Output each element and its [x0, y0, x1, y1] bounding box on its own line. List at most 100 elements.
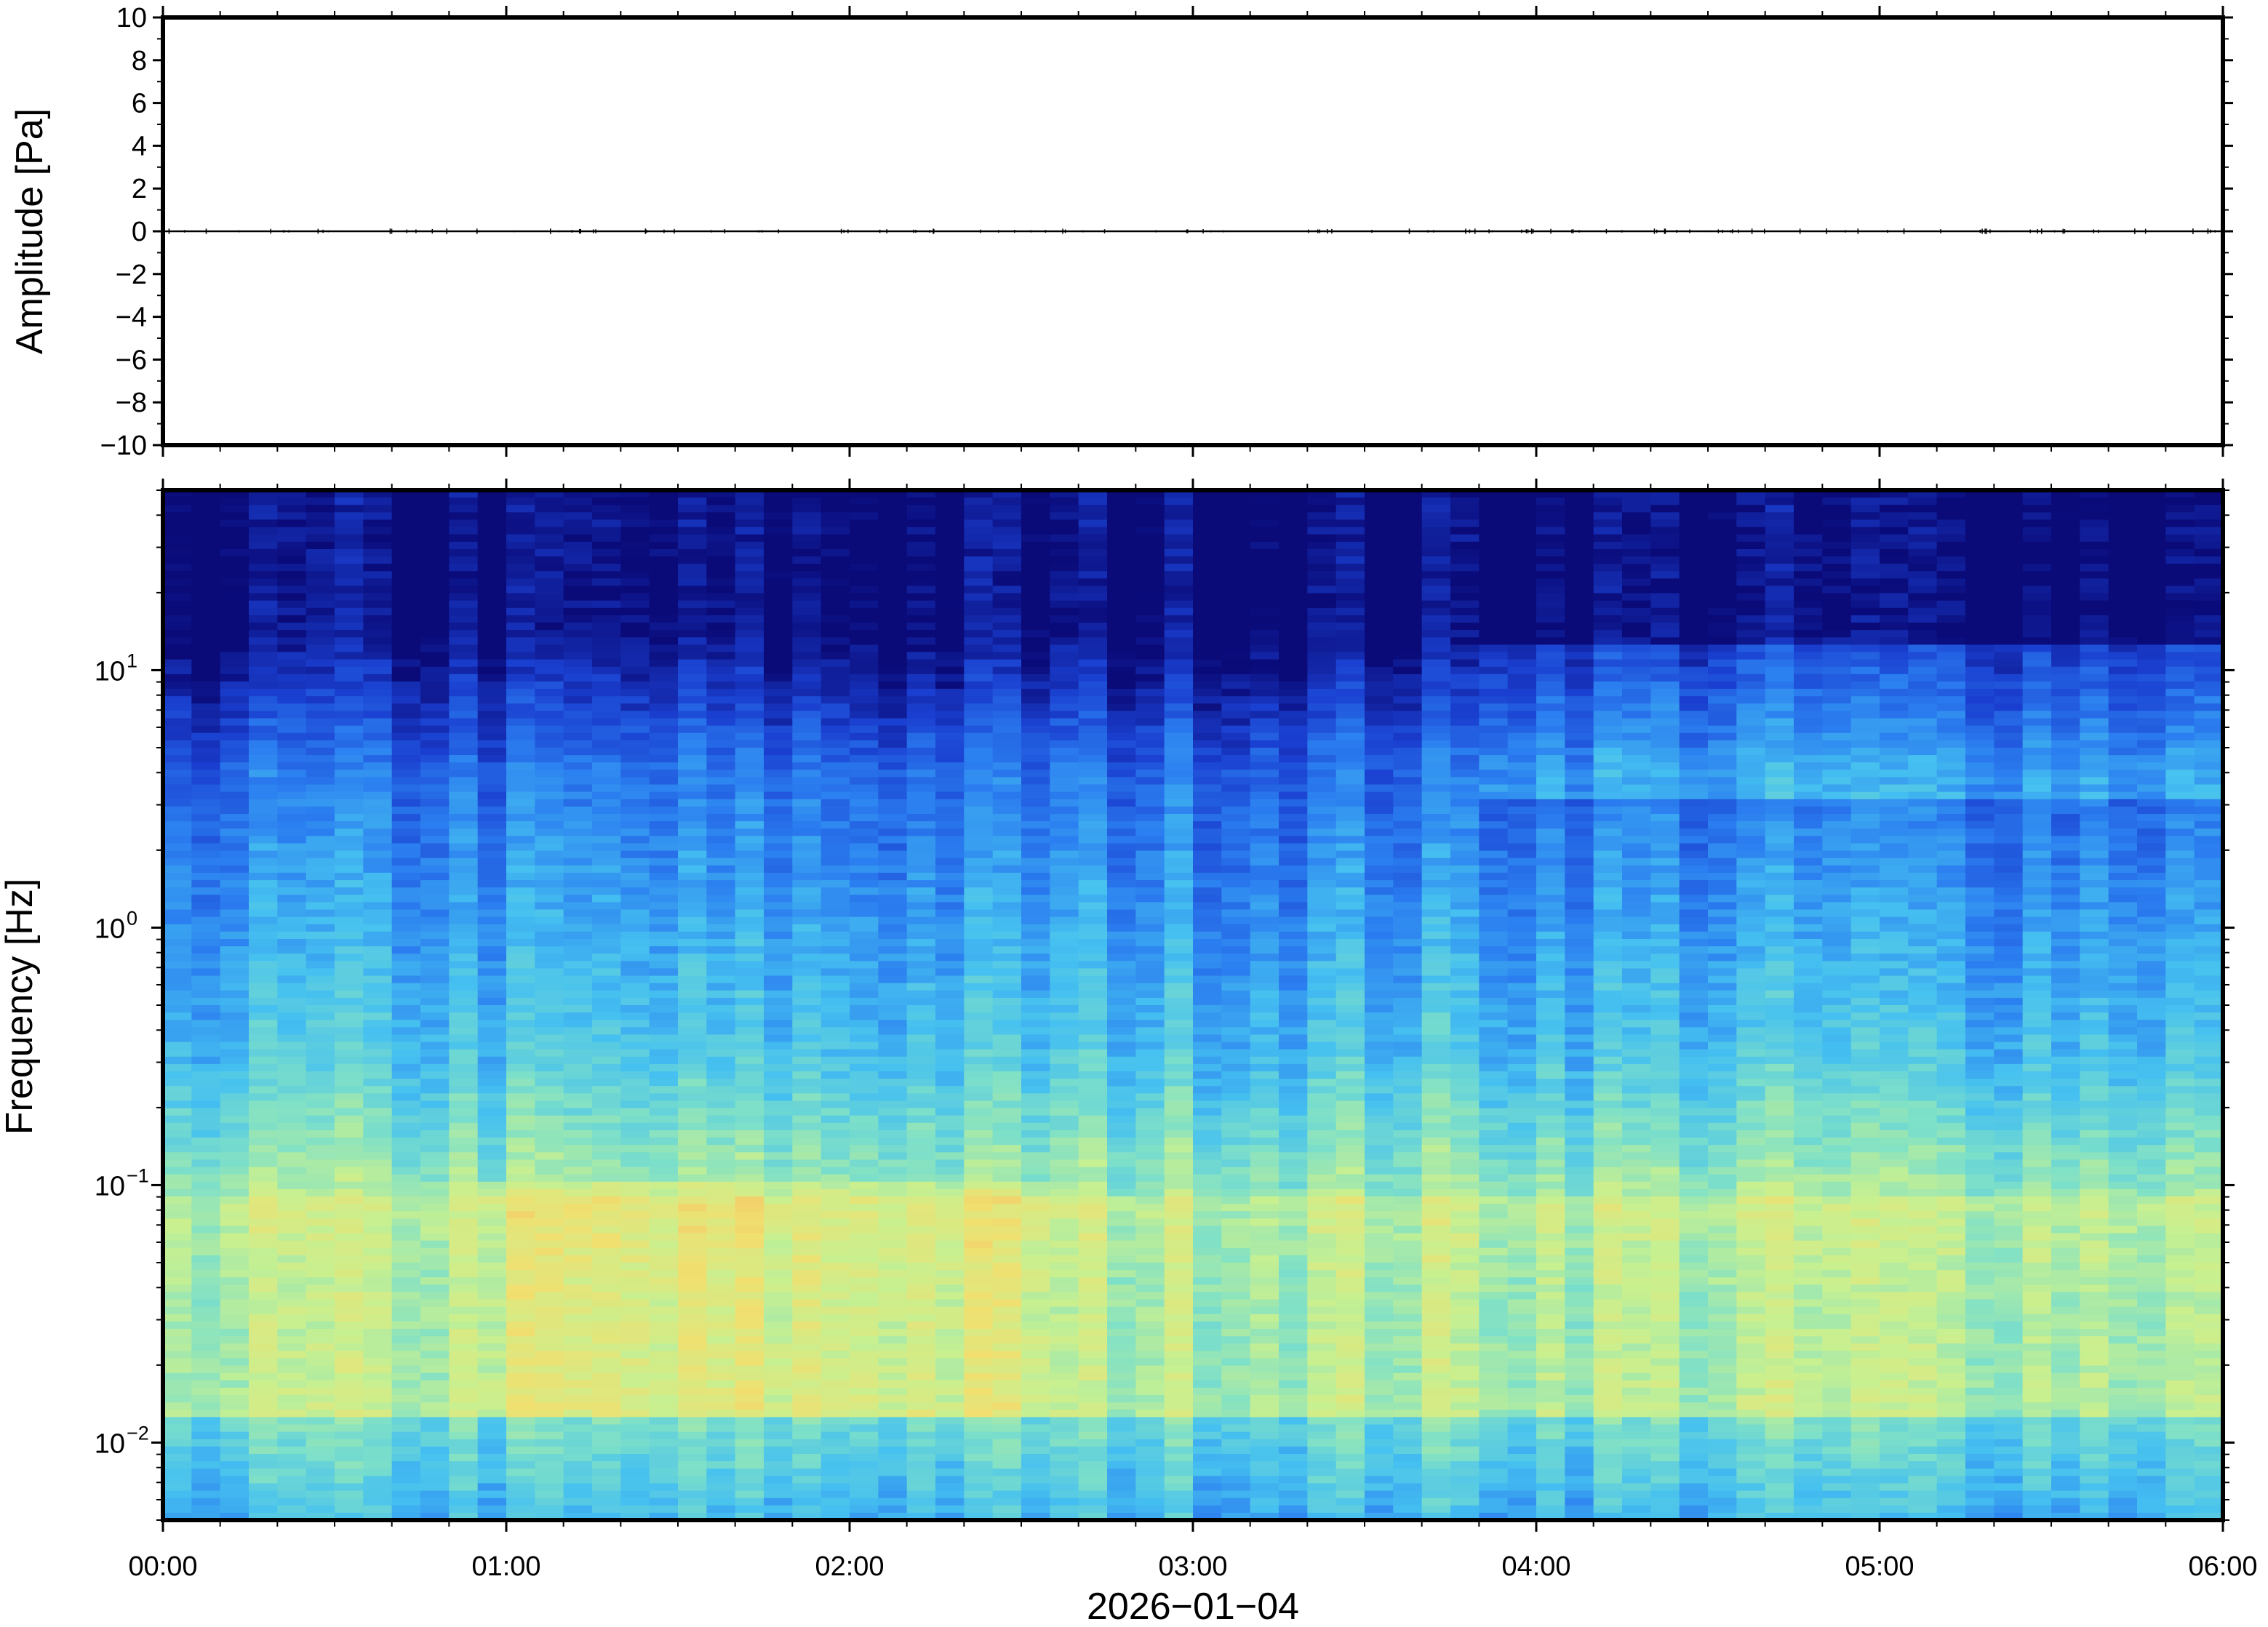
spectrogram-cell [792, 740, 821, 748]
spectrogram-cell [535, 866, 564, 874]
spectrogram-cell [306, 542, 335, 550]
spectrogram-cell [907, 1167, 936, 1175]
spectrogram-cell [878, 1175, 907, 1183]
spectrogram-cell [620, 1314, 650, 1322]
spectrogram-cell [964, 873, 993, 881]
spectrogram-cell [335, 873, 364, 881]
spectrogram-cell [506, 1255, 535, 1263]
spectrogram-cell [249, 505, 278, 513]
spectrogram-cell [449, 497, 478, 505]
spectrogram-cell [335, 1277, 364, 1285]
spectrogram-cell [363, 630, 392, 638]
spectrogram-cell [1021, 1100, 1050, 1108]
spectrogram-cell [821, 535, 850, 543]
spectrogram-cell [1079, 1248, 1108, 1256]
spectrogram-cell [220, 1138, 249, 1146]
spectrogram-cell [764, 1277, 793, 1285]
spectrogram-cell [620, 769, 650, 777]
spectrogram-cell [392, 1020, 421, 1028]
spectrogram-cell [564, 608, 593, 616]
spectrogram-cell [163, 755, 192, 763]
spectrogram-cell [392, 821, 421, 829]
spectrogram-cell [764, 740, 793, 748]
spectrogram-cell [1021, 1255, 1050, 1263]
spectrogram-cell [878, 873, 907, 881]
spectrogram-cell [478, 608, 507, 616]
spectrogram-cell [506, 556, 535, 564]
spectrogram-cell [420, 991, 450, 999]
spectrogram-cell [191, 1042, 220, 1050]
spectrogram-cell [735, 1182, 764, 1190]
spectrogram-cell [392, 1012, 421, 1020]
spectrogram-cell [592, 1263, 621, 1271]
spectrogram-cell [964, 1064, 993, 1072]
spectrogram-cell [620, 998, 650, 1006]
spectrogram-cell [907, 689, 936, 697]
spectrogram-cell [564, 910, 593, 918]
spectrogram-cell [907, 1218, 936, 1226]
spectrogram-cell [163, 1152, 192, 1160]
spectrogram-cell [650, 1020, 679, 1028]
spectrogram-cell [535, 1358, 564, 1366]
spectrogram-cell [878, 1064, 907, 1072]
spectrogram-cell [191, 1020, 220, 1028]
spectrogram-cell [535, 785, 564, 793]
spectrogram-cell [735, 696, 764, 704]
spectrogram-cell [620, 895, 650, 903]
spectrogram-cell [735, 954, 764, 962]
spectrogram-cell [392, 740, 421, 748]
amplitude-y-tick-label: 10 [116, 3, 147, 33]
spectrogram-cell [907, 1204, 936, 1212]
spectrogram-cell [163, 821, 192, 829]
spectrogram-cell [191, 585, 220, 593]
spectrogram-cell [620, 799, 650, 807]
spectrogram-cell [935, 1277, 965, 1285]
spectrogram-cell [335, 1167, 364, 1175]
spectrogram-cell [620, 807, 650, 815]
spectrogram-cell [792, 1263, 821, 1271]
spectrogram-cell [506, 1491, 535, 1499]
spectrogram-cell [363, 1402, 392, 1410]
spectrogram-cell [735, 769, 764, 777]
spectrogram-cell [220, 1196, 249, 1204]
spectrogram-cell [964, 1093, 993, 1101]
spectrogram-cell [935, 1064, 965, 1072]
spectrogram-cell [792, 593, 821, 601]
spectrogram-cell [478, 1211, 507, 1219]
spectrogram-cell [392, 755, 421, 763]
spectrogram-cell [535, 1012, 564, 1020]
spectrogram-cell [392, 1167, 421, 1175]
spectrogram-cell [620, 1417, 650, 1425]
spectrogram-cell [1079, 858, 1108, 866]
spectrogram-cell [592, 1034, 621, 1042]
spectrogram-cell [392, 799, 421, 807]
spectrogram-cell [792, 1432, 821, 1440]
spectrogram-cell [363, 1012, 392, 1020]
spectrogram-cell [277, 910, 306, 918]
spectrogram-cell [706, 1218, 735, 1226]
spectrogram-cell [249, 1196, 278, 1204]
spectrogram-cell [220, 585, 249, 593]
spectrogram-cell [678, 998, 707, 1006]
spectrogram-cell [220, 1175, 249, 1183]
spectrogram-cell [878, 1476, 907, 1484]
spectrogram-cell [650, 1116, 679, 1124]
spectrogram-cell [764, 527, 793, 535]
spectrogram-cell [1079, 542, 1108, 550]
spectrogram-cell [335, 719, 364, 727]
spectrogram-cell [449, 1042, 478, 1050]
spectrogram-cell [191, 1506, 220, 1514]
spectrogram-cell [1079, 976, 1108, 984]
spectrogram-cell [564, 1322, 593, 1330]
spectrogram-cell [564, 1086, 593, 1094]
spectrogram-cell [449, 1300, 478, 1308]
spectrogram-cell [706, 1307, 735, 1315]
spectrogram-cell [249, 843, 278, 851]
spectrogram-cell [163, 762, 192, 770]
spectrogram-cell [277, 866, 306, 874]
spectrogram-cell [821, 917, 850, 925]
spectrogram-cell [478, 1373, 507, 1381]
spectrogram-cell [249, 711, 278, 719]
spectrogram-cell [792, 932, 821, 940]
spectrogram-cell [277, 785, 306, 793]
